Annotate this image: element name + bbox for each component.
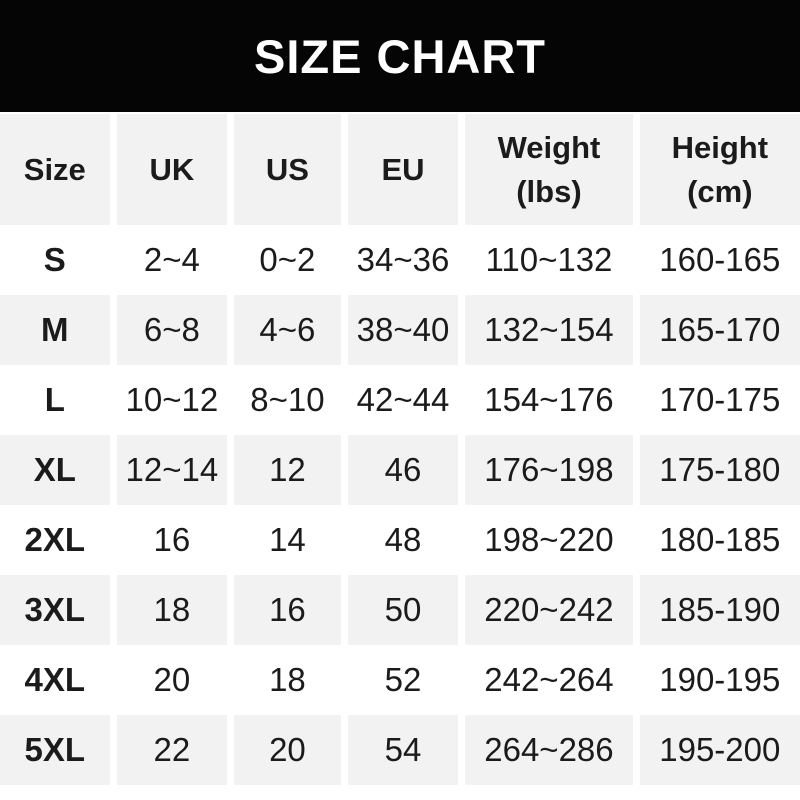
table-cell: 14 bbox=[234, 505, 341, 575]
table-cell: 54 bbox=[347, 715, 459, 785]
table-cell: 4XL bbox=[0, 645, 110, 715]
column-header-label: UK bbox=[149, 151, 195, 187]
column-header-label: Weight bbox=[497, 130, 601, 166]
title-banner: SIZE CHART bbox=[0, 0, 800, 112]
table-cell: S bbox=[0, 225, 110, 295]
table-cell: 190-195 bbox=[639, 645, 800, 715]
table-cell: 132~154 bbox=[465, 295, 633, 365]
table-cell: 160-165 bbox=[639, 225, 800, 295]
table-cell: 5XL bbox=[0, 715, 110, 785]
table-cell: 20 bbox=[116, 645, 228, 715]
table-cell: 0~2 bbox=[234, 225, 341, 295]
table-cell: 10~12 bbox=[116, 365, 228, 435]
table-cell: 110~132 bbox=[465, 225, 633, 295]
table-cell: 4~6 bbox=[234, 295, 341, 365]
table-cell: 242~264 bbox=[465, 645, 633, 715]
table-cell: 12~14 bbox=[116, 435, 228, 505]
table-cell: 16 bbox=[116, 505, 228, 575]
table-cell: 34~36 bbox=[347, 225, 459, 295]
table-cell: 46 bbox=[347, 435, 459, 505]
column-header-label: Height bbox=[671, 130, 769, 166]
table-cell: 165-170 bbox=[639, 295, 800, 365]
table-cell: 20 bbox=[234, 715, 341, 785]
table-cell: 3XL bbox=[0, 575, 110, 645]
table-cell: 48 bbox=[347, 505, 459, 575]
table-cell: 264~286 bbox=[465, 715, 633, 785]
table-cell: 170-175 bbox=[639, 365, 800, 435]
table-cell: 2~4 bbox=[116, 225, 228, 295]
table-cell: 38~40 bbox=[347, 295, 459, 365]
table-cell: 195-200 bbox=[639, 715, 800, 785]
table-cell: 18 bbox=[116, 575, 228, 645]
column-header-sublabel: (lbs) bbox=[516, 173, 582, 209]
table-cell: XL bbox=[0, 435, 110, 505]
column-header-weight: Weight (lbs) bbox=[465, 114, 633, 225]
page-title: SIZE CHART bbox=[254, 29, 546, 83]
column-header-sublabel: (cm) bbox=[687, 173, 753, 209]
table-cell: 8~10 bbox=[234, 365, 341, 435]
table-cell: 176~198 bbox=[465, 435, 633, 505]
size-chart-table: Size UK US EU Weight (lbs) Height (cm) S 2… bbox=[0, 114, 800, 785]
table-cell: 12 bbox=[234, 435, 341, 505]
table-cell: 154~176 bbox=[465, 365, 633, 435]
table-cell: 42~44 bbox=[347, 365, 459, 435]
table-cell: 180-185 bbox=[639, 505, 800, 575]
table-cell: 185-190 bbox=[639, 575, 800, 645]
table-cell: 16 bbox=[234, 575, 341, 645]
column-header-uk: UK bbox=[116, 114, 228, 225]
table-cell: 52 bbox=[347, 645, 459, 715]
table-cell: 50 bbox=[347, 575, 459, 645]
column-header-label: EU bbox=[381, 151, 425, 187]
table-cell: 18 bbox=[234, 645, 341, 715]
table-cell: 2XL bbox=[0, 505, 110, 575]
column-header-eu: EU bbox=[347, 114, 459, 225]
column-header-label: US bbox=[265, 151, 309, 187]
column-header-label: Size bbox=[23, 151, 86, 187]
table-cell: 6~8 bbox=[116, 295, 228, 365]
table-cell: 198~220 bbox=[465, 505, 633, 575]
column-header-height: Height (cm) bbox=[639, 114, 800, 225]
table-cell: L bbox=[0, 365, 110, 435]
column-header-size: Size bbox=[0, 114, 110, 225]
table-cell: M bbox=[0, 295, 110, 365]
table-cell: 220~242 bbox=[465, 575, 633, 645]
table-cell: 22 bbox=[116, 715, 228, 785]
table-cell: 175-180 bbox=[639, 435, 800, 505]
column-header-us: US bbox=[234, 114, 341, 225]
